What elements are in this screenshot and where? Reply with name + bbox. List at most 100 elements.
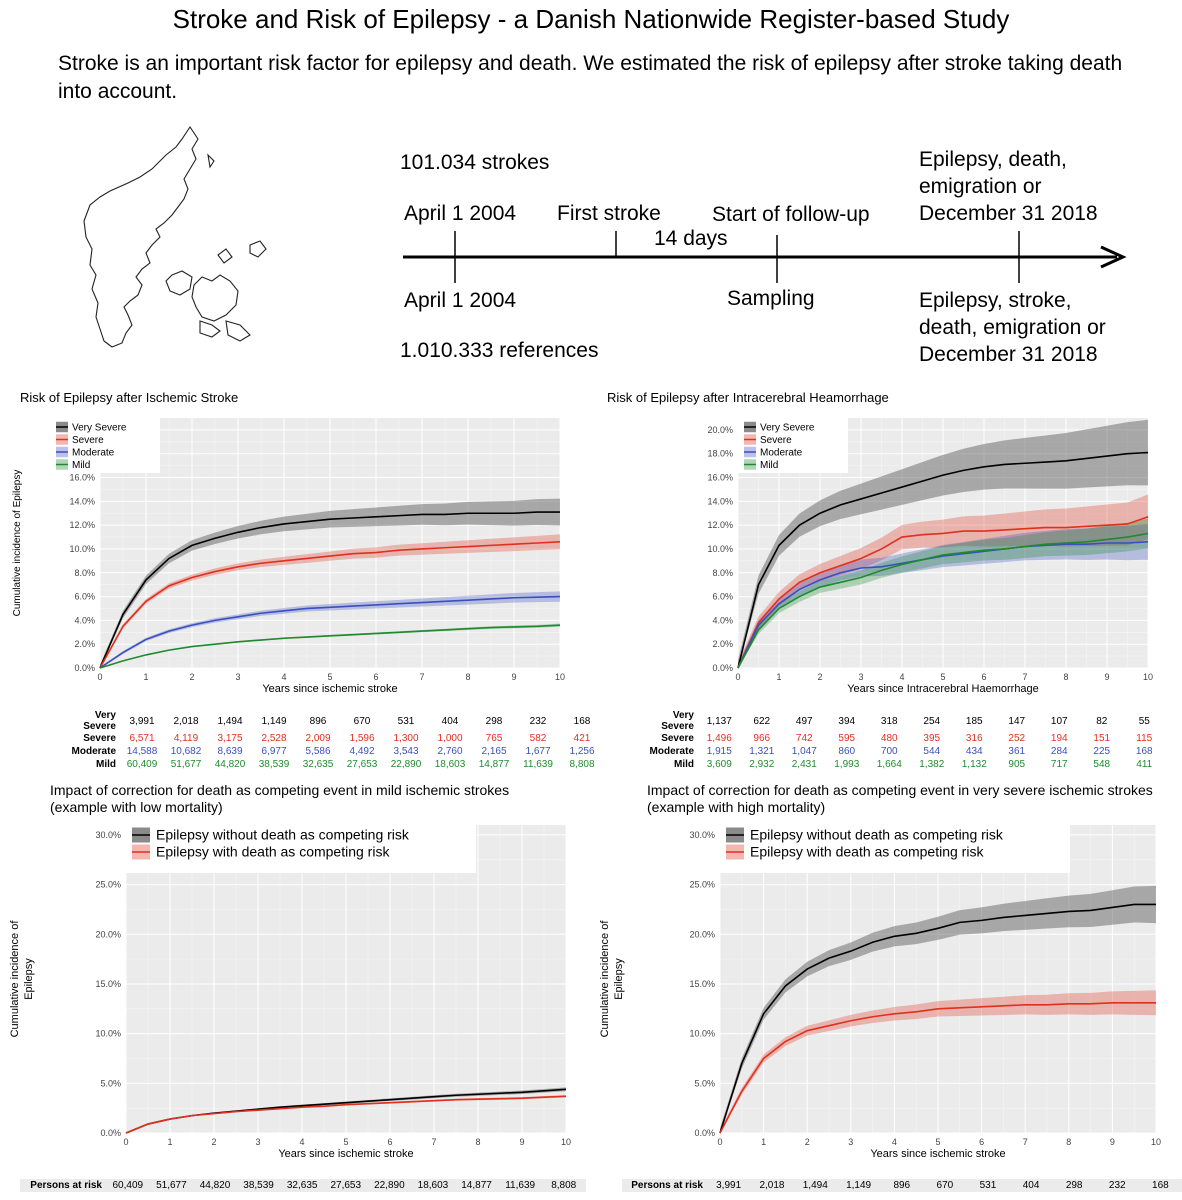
risk-cell: 1,677 xyxy=(525,746,551,757)
timeline-end-top-1: Epilepsy, death, xyxy=(919,148,1067,171)
legend-label: Mild xyxy=(72,460,90,471)
x-tick-label: 1 xyxy=(167,1137,172,1147)
risk-cell: 316 xyxy=(965,733,983,744)
series-line xyxy=(99,624,561,669)
x-tick-label: 10 xyxy=(1143,672,1153,682)
timeline-arrow-head xyxy=(1100,245,1127,269)
risk-cell: 8,639 xyxy=(217,746,243,757)
chart-ich: 0.0% 2.0% 4.0% 6.0% 8.0% 10.0% 12.0% 14.0% 16.0%… xyxy=(707,417,1153,695)
risk-table-row: Persons at risk 3,991 2,018 1,494 1,149 896 67… xyxy=(622,1179,1182,1192)
y-tick-label: 10.0% xyxy=(707,544,733,554)
series-line xyxy=(737,451,1149,669)
timeline-end-bot-3: December 31 2018 xyxy=(919,343,1098,366)
x-tick-label: 9 xyxy=(519,1137,524,1147)
y-tick-label: 30.0% xyxy=(95,830,121,840)
risk-cell: 670 xyxy=(353,715,371,727)
x-tick-label: 3 xyxy=(255,1137,260,1147)
chart4-title-line: Impact of correction for death as compet… xyxy=(647,782,1153,798)
y-tick-label: 15.0% xyxy=(689,979,715,989)
y-tick-label: 5.0% xyxy=(100,1078,121,1088)
x-tick-label: 6 xyxy=(979,1137,984,1147)
risk-cell: 22,890 xyxy=(390,759,422,770)
x-tick-label: 6 xyxy=(373,672,378,682)
risk-cell: 147 xyxy=(1008,715,1026,727)
risk-cell: 232 xyxy=(529,715,547,727)
y-tick-label: 18.0% xyxy=(707,449,733,459)
x-tick-label: 3 xyxy=(848,1137,853,1147)
risk-cell: 3,991 xyxy=(129,715,155,727)
risk-row-label: Persons at risk xyxy=(30,1180,102,1191)
y-tick-label: 6.0% xyxy=(712,592,733,602)
x-tick-label: 3 xyxy=(858,672,863,682)
x-tick-label: 4 xyxy=(281,672,286,682)
risk-row-label: Persons at risk xyxy=(631,1180,703,1191)
risk-table-row: Moderate 1,915 1,321 1,047 860 700 544 434 361 28… xyxy=(640,745,1166,758)
x-tick-label: 4 xyxy=(899,672,904,682)
risk-row-label: Severe xyxy=(83,733,116,744)
y-tick-label: 6.0% xyxy=(74,592,95,602)
y-tick-label: 8.0% xyxy=(712,568,733,578)
x-tick-label: 8 xyxy=(465,672,470,682)
y-tick-label: 14.0% xyxy=(69,496,95,506)
risk-cell: 411 xyxy=(1136,759,1153,770)
risk-cell: 2,760 xyxy=(437,746,463,757)
confidence-band xyxy=(720,885,1156,1133)
risk-cell: 60,409 xyxy=(126,759,158,770)
chart2-title: Risk of Epilepsy after Intracerebral Hea… xyxy=(607,390,889,405)
risk-cell: 1,000 xyxy=(437,733,463,744)
risk-cell: 1,993 xyxy=(834,759,860,770)
timeline-days: 14 days xyxy=(654,227,728,250)
x-tick-label: 9 xyxy=(511,672,516,682)
x-tick-label: 10 xyxy=(561,1137,571,1147)
risk-table-row: Severe 6,571 4,119 3,175 2,528 2,009 1,596 1,30… xyxy=(62,732,604,745)
series-line xyxy=(719,903,1156,1134)
risk-cell: 3,991 xyxy=(716,1180,742,1191)
legend-label: Moderate xyxy=(760,447,803,458)
risk-cell: 168 xyxy=(1152,1180,1169,1191)
risk-cell: 8,808 xyxy=(569,759,595,770)
y-tick-label: 8.0% xyxy=(74,568,95,578)
risk-cell: 11,639 xyxy=(505,1180,536,1191)
legend-label: Mild xyxy=(760,460,778,471)
risk-cell: 742 xyxy=(795,733,813,744)
legend-box xyxy=(50,417,160,473)
risk-cell: 595 xyxy=(838,733,856,744)
x-axis-label: Years since Intracerebral Haemorrhage xyxy=(847,683,1039,695)
risk-cell: 1,300 xyxy=(393,733,419,744)
risk-cell: 168 xyxy=(1135,746,1153,757)
risk-table-row: Mild 60,409 51,677 44,820 38,539 32,635 27,653… xyxy=(62,758,604,771)
y-tick-label: 2.0% xyxy=(74,639,95,649)
timeline-start-bottom: April 1 2004 xyxy=(404,289,517,312)
risk-table-ischemic: Very Severe 3,991 2,018 1,494 1,149 896 670 531… xyxy=(62,710,604,771)
chart-mild-competing: 0.0% 5.0% 10.0% 15.0% 20.0% 25.0% 30.0% 0 1 2 3 4 5 6… xyxy=(9,825,571,1160)
risk-cell: 670 xyxy=(936,1180,954,1191)
risk-cell: 32,635 xyxy=(286,1180,318,1191)
risk-cell: 548 xyxy=(1093,759,1111,770)
confidence-band xyxy=(738,419,1148,668)
risk-cell: 194 xyxy=(1050,733,1068,744)
risk-cell: 404 xyxy=(1022,1180,1040,1191)
series-line xyxy=(737,532,1149,669)
y-axis-label: Cumulative incidence of xyxy=(9,920,21,1038)
risk-cell: 168 xyxy=(573,715,591,727)
risk-cell: 6,977 xyxy=(261,746,287,757)
risk-cell: 284 xyxy=(1050,746,1068,757)
confidence-band xyxy=(100,534,560,668)
timeline-end-bot-1: Epilepsy, stroke, xyxy=(919,289,1072,312)
legend-box xyxy=(126,825,476,873)
x-tick-label: 4 xyxy=(299,1137,304,1147)
x-tick-label: 7 xyxy=(419,672,424,682)
x-tick-label: 0 xyxy=(123,1137,128,1147)
risk-row-label: Moderate xyxy=(71,746,116,757)
legend-label: Epilepsy without death as competing risk xyxy=(156,827,410,843)
legend-label: Severe xyxy=(72,435,104,446)
series-line xyxy=(99,595,561,669)
x-tick-label: 7 xyxy=(431,1137,436,1147)
x-axis-label: Years since ischemic stroke xyxy=(278,1148,413,1160)
risk-cell: 298 xyxy=(1065,1180,1083,1191)
risk-cell: 10,682 xyxy=(170,746,202,757)
risk-table-row: Persons at risk 60,409 51,677 44,820 38,539 3… xyxy=(20,1179,586,1192)
risk-cell: 582 xyxy=(529,733,547,744)
risk-cell: 531 xyxy=(397,715,415,727)
risk-table-row: Very Severe 3,991 2,018 1,494 1,149 896 670 531… xyxy=(62,710,604,732)
